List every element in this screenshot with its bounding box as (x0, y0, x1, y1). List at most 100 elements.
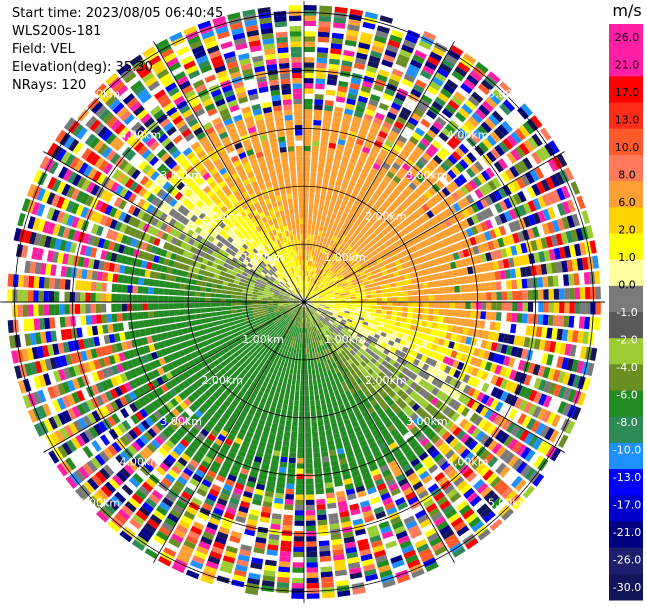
velocity-gate (285, 367, 290, 374)
velocity-gate (526, 227, 535, 240)
velocity-gate (478, 465, 490, 478)
velocity-gate (352, 347, 359, 354)
velocity-gate (378, 371, 386, 379)
velocity-gate (378, 335, 385, 342)
velocity-gate (339, 338, 345, 345)
velocity-gate (477, 329, 485, 339)
velocity-gate (331, 121, 341, 129)
velocity-gate (313, 251, 318, 257)
velocity-gate (377, 216, 385, 224)
velocity-gate (462, 327, 469, 336)
velocity-gate (495, 249, 503, 260)
velocity-gate (450, 412, 460, 422)
velocity-gate (568, 315, 575, 328)
velocity-gate (275, 487, 285, 494)
velocity-gate (473, 128, 485, 140)
velocity-gate (316, 235, 321, 242)
velocity-gate (430, 396, 439, 406)
velocity-gate (311, 308, 317, 313)
velocity-gate (305, 265, 308, 271)
velocity-gate (350, 299, 357, 302)
velocity-gate (7, 320, 14, 334)
velocity-gate (429, 197, 438, 206)
velocity-gate (399, 49, 412, 59)
velocity-gate (538, 339, 546, 351)
velocity-gate (284, 393, 290, 400)
velocity-gate (431, 46, 445, 58)
velocity-gate (556, 328, 564, 341)
velocity-gate (400, 236, 408, 244)
velocity-gate (437, 441, 448, 452)
velocity-gate (340, 320, 346, 326)
velocity-gate (399, 322, 406, 329)
velocity-gate (328, 264, 334, 270)
velocity-gate (313, 235, 318, 241)
velocity-gate (360, 307, 367, 312)
velocity-gate (569, 302, 575, 314)
velocity-gate (567, 373, 576, 387)
velocity-gate (324, 296, 330, 299)
velocity-gate (272, 303, 279, 306)
velocity-gate (366, 302, 372, 305)
velocity-gate (352, 170, 360, 178)
velocity-gate (295, 499, 304, 506)
velocity-gate (339, 309, 345, 313)
velocity-gate (309, 197, 314, 204)
velocity-gate (543, 380, 552, 394)
velocity-gate (431, 76, 444, 87)
velocity-gate (316, 177, 323, 184)
velocity-gate (546, 412, 557, 426)
velocity-gate (316, 288, 321, 293)
velocity-gate (388, 390, 397, 398)
velocity-gate (551, 328, 558, 340)
velocity-gate (396, 116, 407, 126)
velocity-gate (382, 54, 396, 63)
velocity-gate (376, 74, 388, 83)
velocity-gate (484, 219, 493, 230)
velocity-gate (85, 304, 91, 314)
velocity-gate (501, 291, 508, 301)
velocity-gate (436, 413, 446, 423)
velocity-gate (369, 331, 376, 337)
velocity-gate (462, 384, 472, 395)
velocity-gate (314, 245, 319, 252)
velocity-gate (443, 158, 454, 169)
velocity-gate (377, 326, 384, 332)
velocity-gate (315, 404, 322, 411)
velocity-gate (392, 209, 400, 218)
velocity-gate (325, 255, 330, 262)
velocity-gate (373, 83, 385, 93)
velocity-gate (435, 330, 442, 338)
velocity-gate (486, 151, 497, 163)
velocity-gate (440, 372, 448, 382)
velocity-gate (386, 292, 393, 297)
velocity-gate (178, 296, 185, 302)
velocity-gate (489, 476, 502, 489)
velocity-gate (322, 461, 331, 468)
velocity-gate (518, 124, 531, 138)
velocity-gate (479, 232, 487, 243)
velocity-gate (189, 308, 196, 314)
velocity-gate (308, 265, 312, 272)
velocity-gate (318, 204, 324, 211)
velocity-gate (277, 472, 287, 479)
velocity-gate (282, 524, 293, 531)
velocity-gate (481, 79, 494, 92)
velocity-gate (368, 55, 381, 64)
velocity-gate (227, 317, 234, 323)
velocity-gate (314, 467, 322, 474)
velocity-gate (318, 306, 325, 309)
velocity-gate (381, 293, 388, 298)
velocity-gate (396, 311, 403, 317)
velocity-gate (573, 273, 580, 286)
velocity-gate (509, 113, 521, 127)
velocity-gate (436, 151, 447, 161)
velocity-gate (307, 353, 310, 360)
velocity-gate (359, 243, 366, 250)
velocity-gate (305, 478, 314, 485)
velocity-gate (498, 200, 508, 212)
velocity-gate (304, 385, 309, 391)
velocity-gate (322, 409, 328, 416)
velocity-gate (359, 271, 366, 277)
velocity-gate (401, 312, 408, 318)
